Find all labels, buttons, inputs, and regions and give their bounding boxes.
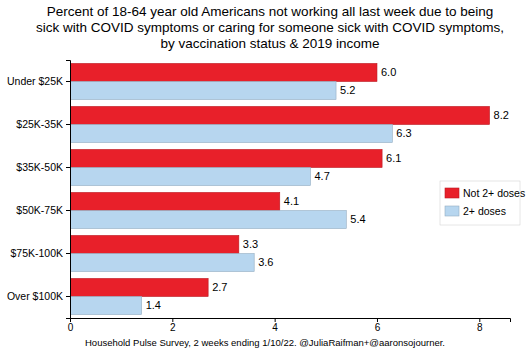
tick-label: Over $100K xyxy=(7,290,63,302)
data-label: 4.7 xyxy=(314,170,329,182)
bars xyxy=(70,63,490,314)
data-label: 8.2 xyxy=(494,109,509,121)
tick: 8 xyxy=(477,318,483,333)
title-line: sick with COVID symptoms or caring for s… xyxy=(36,20,504,35)
x-axis: 0 2 4 6 8 xyxy=(68,318,511,333)
tick-label: Under $25K xyxy=(7,75,63,87)
tick-label: $35K-50K xyxy=(16,161,63,173)
legend-label: Not 2+ doses xyxy=(463,187,525,199)
tick-label: $75K-100K xyxy=(10,247,63,259)
axis-line xyxy=(71,319,511,323)
bar xyxy=(70,168,310,186)
tick-label: $50K-75K xyxy=(16,204,63,216)
bar xyxy=(70,211,346,229)
data-label: 5.4 xyxy=(350,213,365,225)
tick: $25K-35K xyxy=(16,118,70,130)
legend-label: 2+ doses xyxy=(463,205,506,217)
tick: 6 xyxy=(375,318,381,333)
bar xyxy=(70,192,280,210)
source-note: Household Pulse Survey, 2 weeks ending 1… xyxy=(85,337,445,348)
tick: $50K-75K xyxy=(16,204,70,216)
bar xyxy=(70,106,490,124)
tick-label: 4 xyxy=(272,322,278,333)
legend-item: Not 2+ doses xyxy=(445,187,525,199)
bar xyxy=(70,297,142,315)
tick-label: 6 xyxy=(375,322,381,333)
data-label: 4.1 xyxy=(284,195,299,207)
title-line: by vaccination status & 2019 income xyxy=(160,36,379,51)
tick: 0 xyxy=(68,318,74,333)
bar xyxy=(70,63,377,81)
tick-mark xyxy=(66,253,70,254)
data-labels: 6.0 8.2 6.1 4.1 3.3 2.7 5.2 6.3 4.7 5.4 3.6 1.4 xyxy=(146,66,509,311)
data-label: 3.6 xyxy=(258,256,273,268)
legend: Not 2+ doses 2+ doses xyxy=(440,181,525,225)
data-label: 5.2 xyxy=(340,84,355,96)
tick-mark xyxy=(66,81,70,82)
data-label: 6.3 xyxy=(396,127,411,139)
tick-label: 0 xyxy=(68,322,74,333)
title-line: Percent of 18-64 year old Americans not … xyxy=(47,4,494,19)
data-label: 6.0 xyxy=(381,66,396,78)
title: Percent of 18-64 year old Americans not … xyxy=(36,4,504,51)
bar xyxy=(70,278,208,296)
legend-swatch xyxy=(445,206,459,216)
tick: $75K-100K xyxy=(10,247,70,259)
tick: 2 xyxy=(170,318,176,333)
tick-label: $25K-35K xyxy=(16,118,63,130)
tick-label: 2 xyxy=(170,322,176,333)
bar xyxy=(70,235,239,253)
tick: Over $100K xyxy=(7,290,70,302)
tick-mark xyxy=(66,296,70,297)
y-axis: Under $25K $25K-35K $35K-50K $50K-75K $75K-1… xyxy=(7,61,71,319)
bar xyxy=(70,254,254,272)
bar xyxy=(70,149,382,167)
chart: Percent of 18-64 year old Americans not … xyxy=(0,0,526,349)
tick: $35K-50K xyxy=(16,161,70,173)
tick-label: 8 xyxy=(477,322,483,333)
bar xyxy=(70,125,392,143)
bar xyxy=(70,82,336,100)
legend-item: 2+ doses xyxy=(445,205,506,217)
tick: 4 xyxy=(272,318,278,333)
legend-swatch xyxy=(445,188,459,198)
tick-mark xyxy=(66,210,70,211)
tick: Under $25K xyxy=(7,75,70,87)
data-label: 1.4 xyxy=(146,299,161,311)
data-label: 6.1 xyxy=(386,152,401,164)
axis-line xyxy=(66,61,71,319)
tick-mark xyxy=(66,124,70,125)
data-label: 3.3 xyxy=(243,238,258,250)
tick-mark xyxy=(66,167,70,168)
data-label: 2.7 xyxy=(212,281,227,293)
